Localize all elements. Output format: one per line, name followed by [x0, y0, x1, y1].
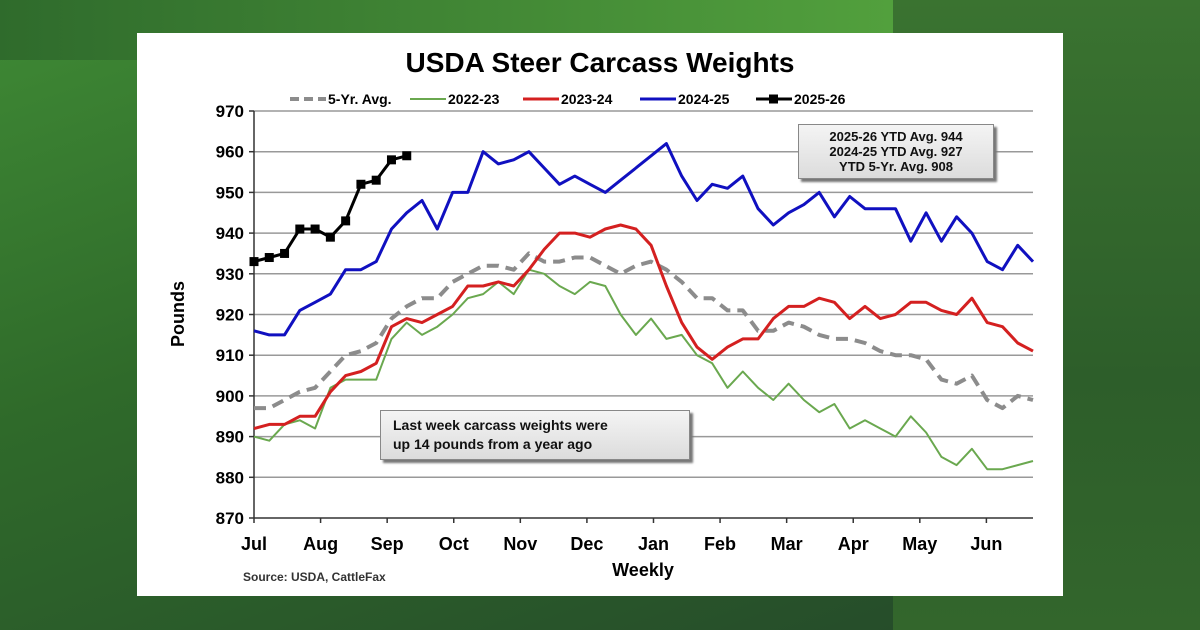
data-point — [341, 216, 351, 226]
legend-label: 2024-25 — [678, 91, 730, 107]
y-tick-label: 910 — [216, 346, 244, 365]
weekly-note-box: Last week carcass weights were up 14 pou… — [380, 410, 690, 460]
data-point — [402, 151, 412, 161]
x-tick-label: Apr — [838, 534, 869, 554]
x-tick-label: Jun — [970, 534, 1002, 554]
x-tick-label: Oct — [439, 534, 469, 554]
y-tick-label: 960 — [216, 143, 244, 162]
series-line-2022-23 — [253, 268, 1034, 471]
data-point — [310, 224, 320, 234]
series-line-2024-25 — [253, 142, 1035, 337]
note-line-1: Last week carcass weights were — [393, 417, 608, 433]
y-axis-label: Pounds — [168, 281, 188, 347]
x-tick-label: Nov — [503, 534, 537, 554]
series-line-2023-24 — [253, 223, 1034, 430]
legend-label: 2023-24 — [561, 91, 613, 107]
legend-label: 5-Yr. Avg. — [328, 91, 392, 107]
ytd-average-box: 2025-26 YTD Avg. 944 2024-25 YTD Avg. 92… — [798, 124, 994, 179]
series-line-5-Yr. Avg. — [254, 251, 1034, 411]
legend-label: 2022-23 — [448, 91, 500, 107]
data-point — [280, 248, 290, 258]
x-tick-label: Jan — [638, 534, 669, 554]
y-tick-label: 900 — [216, 387, 244, 406]
ytd-line-3: YTD 5-Yr. Avg. 908 — [839, 159, 953, 174]
y-tick-label: 930 — [216, 265, 244, 284]
ytd-line-2: 2024-25 YTD Avg. 927 — [829, 144, 963, 159]
x-tick-label: Feb — [704, 534, 736, 554]
data-point — [356, 179, 366, 189]
source-note: Source: USDA, CattleFax — [243, 570, 386, 584]
x-tick-label: Mar — [771, 534, 803, 554]
y-tick-label: 950 — [216, 183, 244, 202]
y-tick-label: 970 — [216, 102, 244, 121]
legend-marker — [769, 94, 778, 104]
data-point — [264, 253, 274, 263]
x-tick-label: May — [902, 534, 937, 554]
data-point — [295, 224, 305, 234]
chart-title: USDA Steer Carcass Weights — [405, 47, 794, 78]
y-tick-label: 920 — [216, 306, 244, 325]
x-tick-label: Jul — [241, 534, 267, 554]
y-tick-label: 870 — [216, 509, 244, 528]
y-tick-label: 940 — [216, 224, 244, 243]
y-tick-label: 880 — [216, 468, 244, 487]
ytd-line-1: 2025-26 YTD Avg. 944 — [829, 129, 963, 144]
data-point — [325, 232, 335, 242]
data-point — [371, 175, 381, 185]
legend-label: 2025-26 — [794, 91, 846, 107]
data-point — [249, 257, 259, 267]
x-axis-label: Weekly — [612, 560, 674, 580]
x-tick-label: Sep — [371, 534, 404, 554]
x-tick-label: Dec — [570, 534, 603, 554]
x-tick-label: Aug — [303, 534, 338, 554]
y-tick-label: 890 — [216, 428, 244, 447]
data-point — [386, 155, 396, 165]
note-line-2: up 14 pounds from a year ago — [393, 436, 593, 452]
